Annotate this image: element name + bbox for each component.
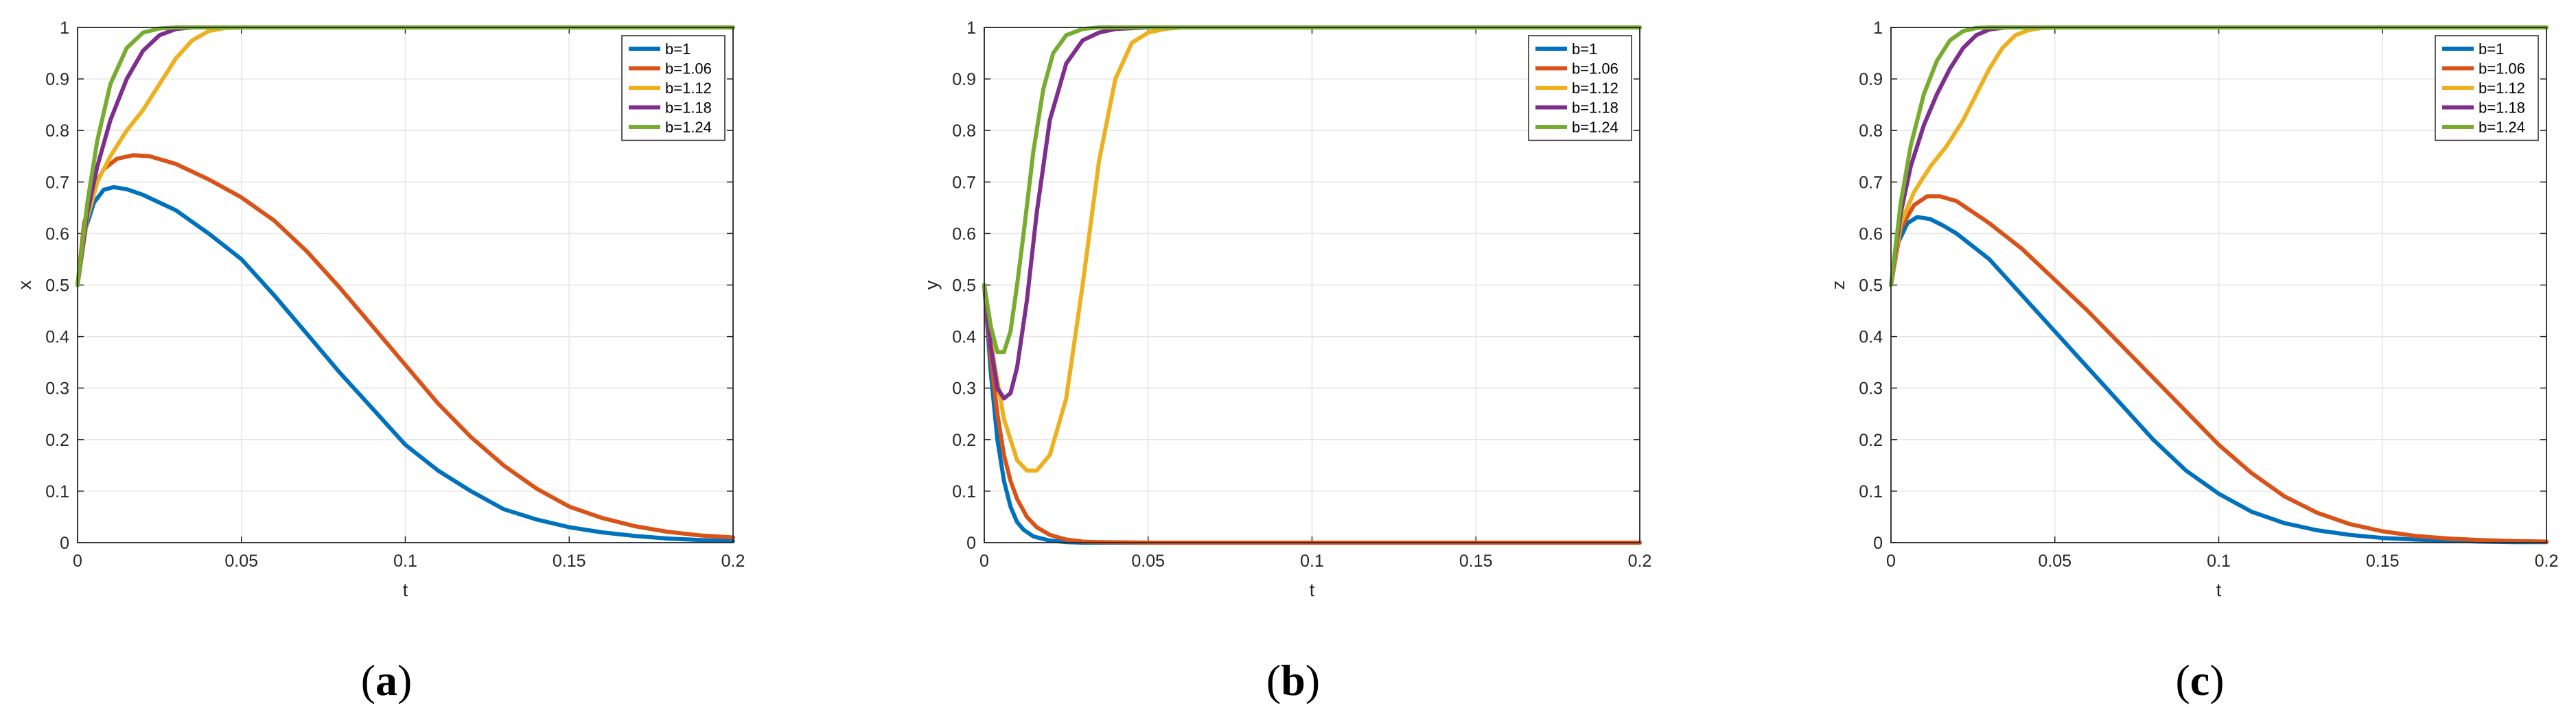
y-tick-label: 0.5: [952, 276, 976, 296]
y-tick-label: 0: [1873, 534, 1883, 553]
legend-label-2: b=1.12: [2479, 80, 2525, 97]
y-tick-label: 0: [60, 534, 69, 553]
legend-label-2: b=1.12: [1572, 80, 1618, 97]
legend-label-1: b=1.06: [665, 60, 712, 78]
series-line-0: [1889, 215, 2549, 545]
x-tick-label: 0.05: [224, 552, 258, 571]
y-tick-label: 0.4: [1859, 328, 1883, 347]
y-tick-label: 1: [60, 19, 69, 38]
legend-label-4: b=1.24: [1572, 119, 1618, 136]
y-tick-label: 0.9: [1859, 70, 1883, 89]
legend-label-0: b=1: [665, 40, 691, 58]
legend-label-4: b=1.24: [665, 119, 712, 136]
y-tick-label: 0.3: [952, 379, 976, 399]
axes-box: [984, 27, 1640, 543]
y-axis-label: x: [14, 280, 35, 289]
legend-label-1: b=1.06: [2479, 60, 2525, 78]
y-tick-label: 0.6: [952, 224, 976, 244]
legend-label-2: b=1.12: [665, 80, 712, 97]
x-tick-label: 0.15: [553, 552, 586, 571]
y-tick-label: 0.5: [45, 276, 69, 296]
y-tick-label: 0.8: [952, 121, 976, 141]
x-tick-label: 0.05: [1131, 552, 1165, 571]
y-tick-label: 0.5: [1859, 276, 1883, 296]
y-tick-label: 0.1: [1859, 482, 1883, 501]
axes-box: [1890, 27, 2547, 543]
y-tick-label: 0.7: [45, 173, 69, 192]
legend-label-0: b=1: [2479, 40, 2504, 58]
x-axis-label: t: [403, 580, 408, 600]
x-tick-label: 0.15: [1459, 552, 1493, 571]
x-axis-label: t: [2216, 580, 2222, 600]
legend-label-3: b=1.18: [1572, 99, 1618, 117]
panel-caption-letter: b: [1281, 656, 1306, 705]
y-tick-label: 0.6: [45, 224, 69, 244]
legend: b=1 b=1.06 b=1.12 b=1.18 b=1.24: [1528, 35, 1632, 141]
x-tick-label: 0: [73, 552, 82, 571]
x-tick-label: 0.2: [2535, 552, 2559, 571]
y-tick-label: 0.2: [45, 431, 69, 450]
x-axis-label: t: [1310, 580, 1315, 600]
y-tick-label: 0.2: [952, 431, 976, 450]
y-tick-label: 0.4: [45, 328, 69, 347]
series-line-1: [76, 153, 735, 540]
x-tick-label: 0.1: [393, 552, 417, 571]
y-tick-label: 0.3: [1859, 379, 1883, 399]
y-tick-label: 0.9: [952, 70, 976, 89]
y-tick-label: 0: [966, 534, 976, 553]
legend-label-0: b=1: [1572, 40, 1597, 58]
x-tick-label: 0.1: [2207, 552, 2231, 571]
y-tick-label: 0.1: [952, 482, 976, 501]
y-tick-label: 0.2: [1859, 431, 1883, 450]
y-tick-label: 1: [1873, 19, 1883, 38]
legend-label-4: b=1.24: [2479, 119, 2525, 136]
panel-caption-letter: a: [375, 656, 397, 705]
y-tick-label: 0.9: [45, 70, 69, 89]
y-axis-label: y: [921, 280, 942, 289]
x-tick-label: 0.15: [2366, 552, 2400, 571]
y-axis-label: z: [1828, 281, 1848, 290]
legend: b=1 b=1.06 b=1.12 b=1.18 b=1.24: [2435, 35, 2539, 141]
y-tick-label: 0.7: [952, 173, 976, 192]
series-line-0: [76, 185, 735, 543]
legend-label-1: b=1.06: [1572, 60, 1618, 78]
panel-b: 0 0.05 0.1 0.15 0.2 0 0.1 0.2 0.3 0.4 0.5 0.6 0.7 0.8…: [921, 19, 1651, 705]
y-tick-label: 0.8: [45, 121, 69, 141]
y-tick-label: 0.8: [1859, 121, 1883, 141]
panel-caption: (a): [361, 656, 413, 705]
panel-caption-letter: c: [2190, 656, 2209, 705]
x-tick-label: 0.2: [1628, 552, 1652, 571]
y-tick-label: 1: [966, 19, 976, 38]
x-tick-label: 0.1: [1300, 552, 1324, 571]
y-tick-label: 0.1: [45, 482, 69, 501]
legend: b=1 b=1.06 b=1.12 b=1.18 b=1.24: [621, 35, 726, 141]
panel-c: 0 0.05 0.1 0.15 0.2 0 0.1 0.2 0.3 0.4 0.5 0.6 0.7 0.8…: [1828, 19, 2558, 705]
x-tick-label: 0.2: [721, 552, 745, 571]
y-tick-label: 0.7: [1859, 173, 1883, 192]
panel-a: 0 0.05 0.1 0.15 0.2 0 0.1 0.2 0.3 0.4 0.5 0.6 0.7 0.8…: [14, 19, 745, 705]
legend-label-3: b=1.18: [665, 99, 712, 117]
x-tick-label: 0: [979, 552, 989, 571]
y-tick-label: 0.4: [952, 328, 976, 347]
x-tick-label: 0: [1886, 552, 1896, 571]
y-tick-label: 0.6: [1859, 224, 1883, 244]
series-line-1: [1889, 194, 2549, 544]
panel-caption: (b): [1266, 656, 1320, 705]
y-tick-label: 0.3: [45, 379, 69, 399]
panel-caption: (c): [2175, 656, 2224, 705]
x-tick-label: 0.05: [2038, 552, 2072, 571]
axes-box: [77, 27, 734, 543]
legend-label-3: b=1.18: [2479, 99, 2525, 117]
